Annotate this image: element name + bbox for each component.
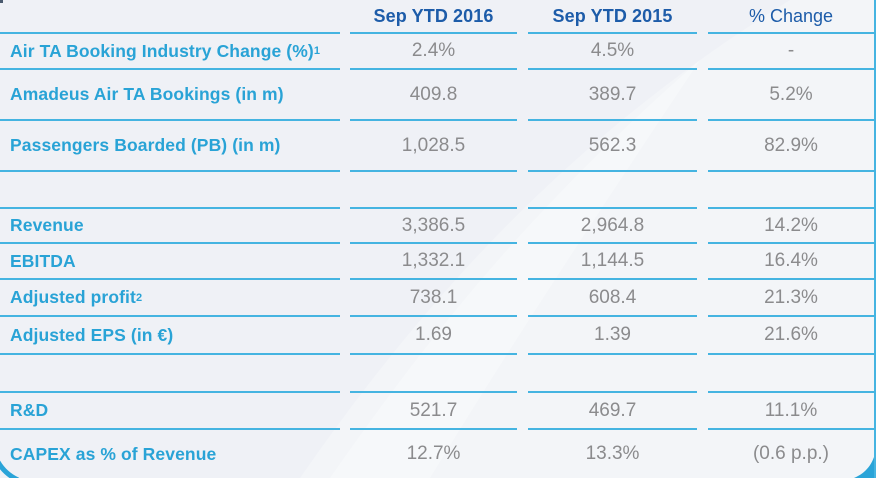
- row-label-text: Amadeus Air TA Bookings (in m): [10, 84, 284, 104]
- spacer-cell: [0, 355, 340, 393]
- header-cell-pct-change: % Change: [708, 0, 874, 34]
- row-spacer-2: [0, 355, 876, 393]
- value-2016: 1.69: [350, 317, 517, 355]
- row-label-text: Air TA Booking Industry Change (%): [10, 40, 314, 61]
- value-2015: 1,144.5: [528, 244, 697, 280]
- row-label: Passengers Boarded (PB) (in m): [0, 121, 340, 172]
- value-2016: 12.7%: [406, 443, 461, 464]
- value-2016: 1,332.1: [350, 244, 517, 280]
- row-label-text: Revenue: [10, 215, 84, 235]
- value-2015: 1.39: [528, 317, 697, 355]
- value-change: 5.2%: [708, 70, 874, 121]
- row-amadeus-air-ta-bookings: Amadeus Air TA Bookings (in m) 409.8 389…: [0, 70, 876, 121]
- value-change: 14.2%: [708, 209, 874, 244]
- spacer-cell: [350, 172, 517, 209]
- row-air-ta-industry-change: Air TA Booking Industry Change (%) 1 2.4%…: [0, 34, 876, 70]
- row-label: Adjusted EPS (in €): [0, 317, 340, 355]
- value-2016: 1,028.5: [350, 121, 517, 172]
- value-change: 11.1%: [708, 393, 874, 430]
- row-passengers-boarded: Passengers Boarded (PB) (in m) 1,028.5 5…: [0, 121, 876, 172]
- value-2015: 389.7: [528, 70, 697, 121]
- value-2015: 2,964.8: [528, 209, 697, 244]
- value-2015: 13.3%: [585, 443, 640, 464]
- header-cell-sep-ytd-2015: Sep YTD 2015: [528, 0, 697, 34]
- row-spacer-1: [0, 172, 876, 209]
- row-label: Revenue: [0, 209, 340, 244]
- row-label-text: Adjusted profit: [10, 287, 136, 307]
- value-change: (0.6 p.p.): [752, 443, 830, 464]
- value-2015: 4.5%: [528, 34, 697, 70]
- row-label-text: CAPEX as % of Revenue: [10, 443, 217, 464]
- row-label-text: Passengers Boarded (PB) (in m): [10, 135, 281, 155]
- row-ebitda: EBITDA 1,332.1 1,144.5 16.4%: [0, 244, 876, 280]
- row-label: CAPEX as % of Revenue: [0, 430, 340, 478]
- value-2015: 562.3: [528, 121, 697, 172]
- value-2015: 469.7: [528, 393, 697, 430]
- value-2016: 2.4%: [350, 34, 517, 70]
- spacer-cell: [528, 355, 697, 393]
- row-label: Air TA Booking Industry Change (%) 1: [0, 34, 340, 70]
- header-cell-sep-ytd-2016: Sep YTD 2016: [350, 0, 517, 34]
- row-label: Adjusted profit 2: [0, 280, 340, 317]
- row-label-text: EBITDA: [10, 250, 76, 271]
- value-2016: 738.1: [350, 280, 517, 317]
- top-left-crop-mark: [0, 0, 3, 3]
- header-cell-empty: [0, 0, 340, 34]
- row-label: Amadeus Air TA Bookings (in m): [0, 70, 340, 121]
- row-label-text: Adjusted EPS (in €): [10, 324, 174, 345]
- spacer-cell: [528, 172, 697, 209]
- value-2016: 3,386.5: [350, 209, 517, 244]
- row-capex: CAPEX as % of Revenue 12.7% 13.3% (0.6 p…: [0, 430, 876, 478]
- row-adjusted-profit: Adjusted profit 2 738.1 608.4 21.3%: [0, 280, 876, 317]
- row-label-text: R&D: [10, 400, 49, 420]
- value-2016: 521.7: [350, 393, 517, 430]
- spacer-cell: [350, 355, 517, 393]
- spacer-cell: [0, 172, 340, 209]
- row-rd: R&D 521.7 469.7 11.1%: [0, 393, 876, 430]
- right-edge-accent: [874, 0, 876, 478]
- row-label: EBITDA: [0, 244, 340, 280]
- value-change: -: [708, 34, 874, 70]
- value-2015: 608.4: [528, 280, 697, 317]
- row-label: R&D: [0, 393, 340, 430]
- spacer-cell: [708, 172, 874, 209]
- header-row: Sep YTD 2016 Sep YTD 2015 % Change: [0, 0, 876, 34]
- value-2016: 409.8: [350, 70, 517, 121]
- row-adjusted-eps: Adjusted EPS (in €) 1.69 1.39 21.6%: [0, 317, 876, 355]
- row-revenue: Revenue 3,386.5 2,964.8 14.2%: [0, 209, 876, 244]
- value-change: 21.6%: [708, 317, 874, 355]
- value-change: 16.4%: [708, 244, 874, 280]
- value-change: 21.3%: [708, 280, 874, 317]
- spacer-cell: [708, 355, 874, 393]
- value-change: 82.9%: [708, 121, 874, 172]
